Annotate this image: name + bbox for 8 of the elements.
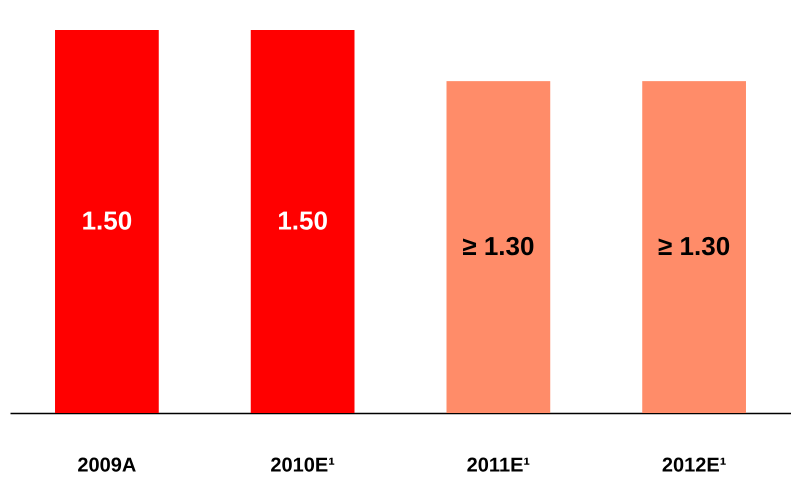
x-tick-label: 2009A <box>77 454 136 476</box>
x-tick-label: 2012E¹ <box>662 454 727 476</box>
data-label: ≥ 1.30 <box>658 231 730 262</box>
x-tick-label: 2010E¹ <box>270 454 336 476</box>
x-tick-label: 2011E¹ <box>466 454 530 476</box>
data-label: ≥ 1.30 <box>462 231 534 262</box>
data-label: 1.50 <box>82 206 132 236</box>
data-label: 1.50 <box>277 206 328 236</box>
